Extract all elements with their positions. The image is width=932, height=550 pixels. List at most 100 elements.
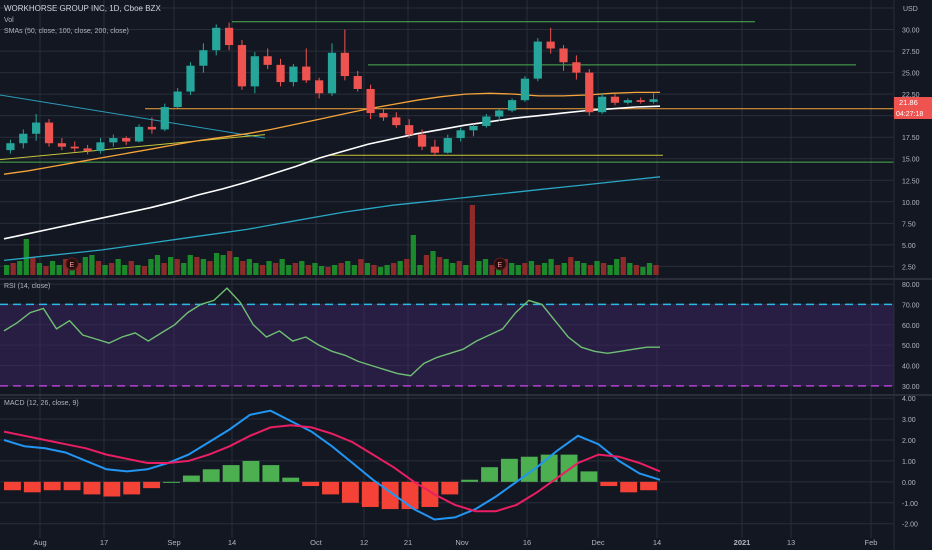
volume-bar [430, 251, 436, 275]
candle-body [109, 138, 118, 143]
volume-bar [122, 265, 128, 275]
time-axis[interactable]: Aug 17 Sep 14 Oct 12 21 Nov 16 Dec 14 2021 13 Feb [33, 538, 877, 547]
trendline [0, 94, 266, 139]
volume-bar [620, 257, 626, 275]
volume-bar [482, 259, 489, 275]
last-price-badge [894, 97, 932, 108]
volume-bar [456, 261, 462, 275]
volume-bar [417, 265, 423, 275]
volume-bar [528, 261, 535, 275]
volume-bar [574, 261, 580, 275]
macd-histogram-bar [341, 481, 359, 503]
macd-legend: MACD (12, 26, close, 9) [4, 400, 79, 407]
volume-bar [377, 267, 384, 275]
macd-histogram-bar [401, 481, 419, 510]
candle-body [392, 117, 401, 126]
volume-bar [213, 253, 220, 275]
x-tick-label: 16 [523, 538, 531, 547]
macd-histogram-bar [441, 481, 459, 495]
symbol-title: WORKHORSE GROUP INC, 1D, Cboe BZX [4, 4, 161, 13]
x-tick-label: 14 [228, 538, 236, 547]
sma-line [3, 176, 661, 262]
volume-bar [587, 265, 594, 275]
x-tick-label: 12 [360, 538, 368, 547]
candle-body [224, 27, 234, 46]
volume-bar [128, 261, 134, 275]
volume-bar [594, 261, 600, 275]
macd-histogram-bar [620, 481, 638, 493]
volume-bar [607, 265, 613, 275]
volume-bar [89, 255, 95, 275]
candle-body [173, 91, 182, 108]
volume-bar [522, 263, 528, 275]
macd-histogram-bar [43, 481, 61, 491]
volume-bar [633, 265, 640, 275]
macd-histogram-bar [361, 481, 379, 507]
candle-body [623, 100, 632, 103]
volume-bar [30, 257, 36, 275]
volume-bar [561, 263, 567, 275]
volume-bar [489, 265, 495, 275]
candle-body [186, 65, 195, 92]
volume-bar [450, 263, 456, 275]
volume-bar [286, 265, 292, 275]
candle-body [456, 130, 465, 139]
volume-bar [509, 263, 515, 275]
volume-bar [384, 265, 390, 275]
candle-body [263, 56, 272, 65]
volume-bar [220, 255, 226, 275]
x-tick-label: 13 [787, 538, 795, 547]
candle-body [366, 88, 375, 114]
volume-bar [181, 263, 187, 275]
volume-bar [358, 259, 364, 275]
volume-bar [69, 266, 75, 275]
volume-bar [259, 265, 266, 275]
candle-body [96, 142, 105, 151]
y-tick-label: 70.00 [902, 302, 920, 309]
macd-histogram-bar [182, 475, 200, 482]
candle-body [636, 100, 645, 102]
candle-body [32, 122, 41, 134]
y-tick-label: 10.00 [902, 200, 920, 207]
sma-line [3, 105, 661, 240]
volume-bar [82, 257, 88, 275]
x-tick-label: 2021 [734, 538, 751, 547]
candle-body [134, 126, 144, 142]
macd-histogram-bar [500, 458, 518, 482]
volume-bar [168, 257, 174, 275]
volume-bar [240, 261, 246, 275]
y-tick-label: 0.00 [902, 480, 916, 487]
y-tick-label: 2.50 [902, 264, 916, 271]
volume-bar [161, 263, 167, 275]
volume-bar [614, 259, 620, 275]
countdown-text: 04:27:18 [896, 111, 923, 118]
earnings-marker-label: E [70, 262, 75, 269]
candle-body [6, 143, 15, 151]
candle-body [546, 41, 555, 49]
candle-body [199, 50, 208, 66]
volume-bar [541, 263, 548, 275]
volume-bar [194, 257, 200, 275]
volume-bar [154, 255, 161, 275]
volume-bar [148, 259, 154, 275]
candle-body [122, 138, 131, 142]
candle-body [443, 138, 452, 153]
macd-histogram-bar [123, 481, 141, 495]
volume-bar [108, 263, 115, 275]
x-tick-label: Sep [167, 538, 180, 547]
volume-bar [397, 261, 403, 275]
candle-body [302, 66, 311, 81]
macd-histogram-bar [640, 481, 658, 491]
volume-bar [56, 265, 62, 275]
candle-body [598, 96, 607, 113]
x-tick-label: Feb [865, 538, 878, 547]
volume-bar [364, 263, 371, 275]
volume-bar [345, 261, 351, 275]
candle-body [572, 62, 581, 73]
volume-bar [404, 259, 410, 275]
candle-body [57, 143, 66, 147]
volume-bar [653, 265, 659, 275]
price-axis[interactable]: 30.0027.5025.0022.5020.0017.5015.0012.50… [902, 28, 920, 529]
